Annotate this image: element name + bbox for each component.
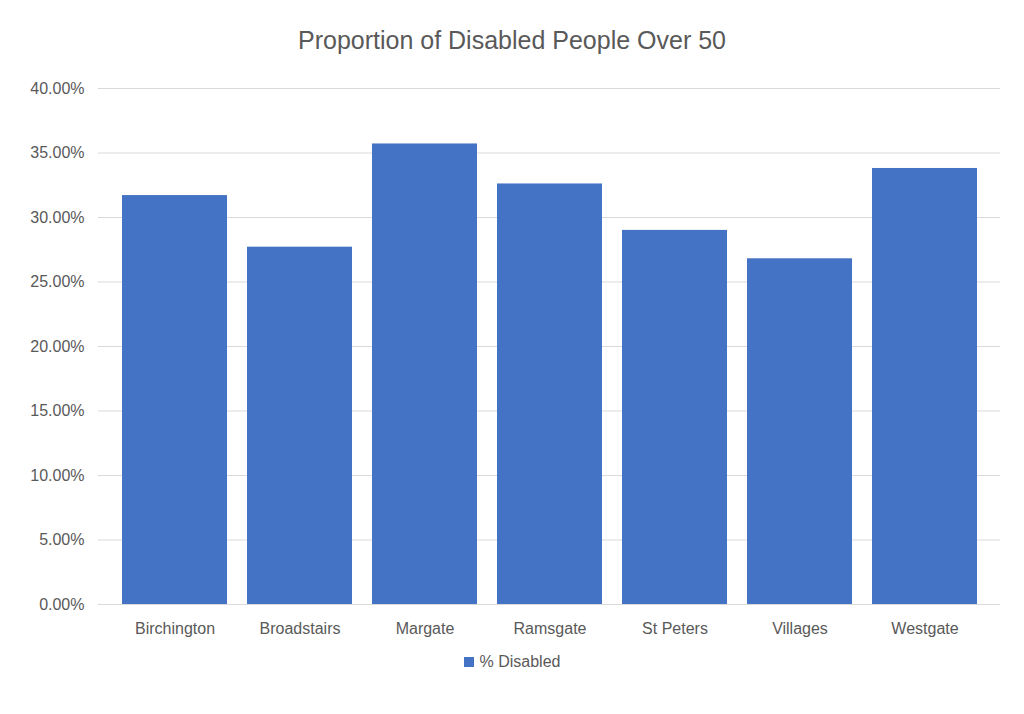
svg-text:Villages: Villages: [772, 620, 828, 637]
svg-text:Broadstairs: Broadstairs: [260, 620, 341, 637]
svg-text:25.00%: 25.00%: [30, 273, 84, 290]
svg-text:30.00%: 30.00%: [30, 209, 84, 226]
svg-text:15.00%: 15.00%: [30, 402, 84, 419]
html-text:Proportion of Disabled People: Proportion of Disabled People Over 50: [298, 26, 726, 54]
svg-text:5.00%: 5.00%: [39, 531, 84, 548]
html-text:% Disabled: % Disabled: [479, 653, 561, 670]
svg-text:40.00%: 40.00%: [30, 80, 84, 97]
svg-text:20.00%: 20.00%: [30, 338, 84, 355]
svg-text:10.00%: 10.00%: [30, 467, 84, 484]
svg-text:Westgate: Westgate: [891, 620, 958, 637]
svg-text:0.00%: 0.00%: [39, 596, 84, 613]
svg-text:35.00%: 35.00%: [30, 144, 84, 161]
svg-text:Birchington: Birchington: [135, 620, 215, 637]
svg-text:Margate: Margate: [396, 620, 455, 637]
svg-text:St Peters: St Peters: [642, 620, 708, 637]
svg-text:Ramsgate: Ramsgate: [514, 620, 587, 637]
